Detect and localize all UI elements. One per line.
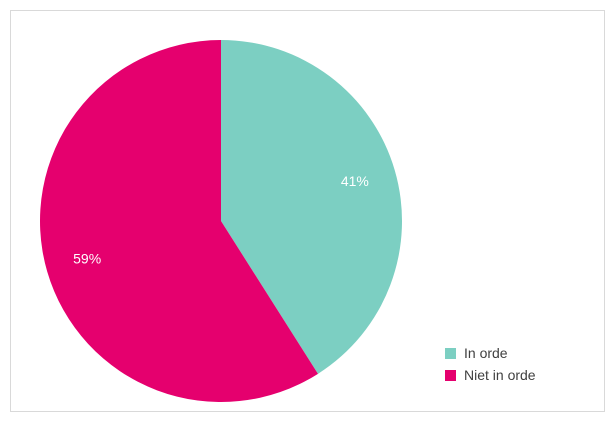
pie-slices [40, 40, 403, 402]
legend-label-niet-in-orde: Niet in orde [464, 367, 536, 383]
pie-data-labels: 41% 59% [73, 173, 369, 267]
legend-swatch-in-orde [445, 347, 456, 359]
legend-item-in-orde: In orde [445, 343, 536, 363]
legend-item-niet-in-orde: Niet in orde [445, 365, 536, 385]
pie-slice-in-orde [221, 40, 403, 374]
legend-swatch-niet-in-orde [445, 369, 456, 381]
legend-label-in-orde: In orde [464, 345, 508, 361]
pie-slice-niet-in-orde [40, 40, 318, 402]
chart-frame: 41% 59% In orde Niet in orde [10, 10, 605, 412]
data-label-in-orde: 41% [341, 173, 369, 189]
data-label-niet-in-orde: 59% [73, 251, 101, 267]
legend: In orde Niet in orde [445, 343, 536, 387]
